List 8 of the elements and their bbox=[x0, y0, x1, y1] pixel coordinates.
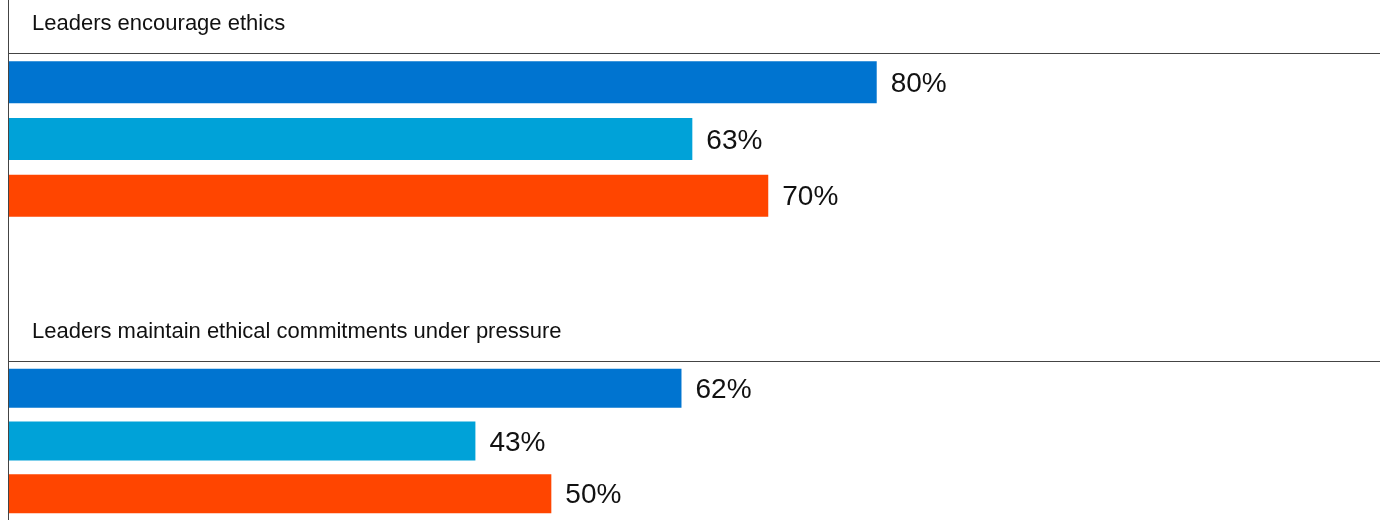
data-label: 62% bbox=[695, 373, 752, 405]
chart-title: Leaders maintain ethical commitments under pressure bbox=[9, 308, 1380, 362]
data-label: 43% bbox=[489, 425, 546, 457]
data-label: 80% bbox=[890, 67, 947, 99]
data-label: 50% bbox=[565, 478, 622, 510]
chart-title: Leaders encourage ethics bbox=[9, 0, 1380, 54]
data-label: 63% bbox=[706, 123, 763, 155]
data-label: 70% bbox=[782, 180, 839, 212]
